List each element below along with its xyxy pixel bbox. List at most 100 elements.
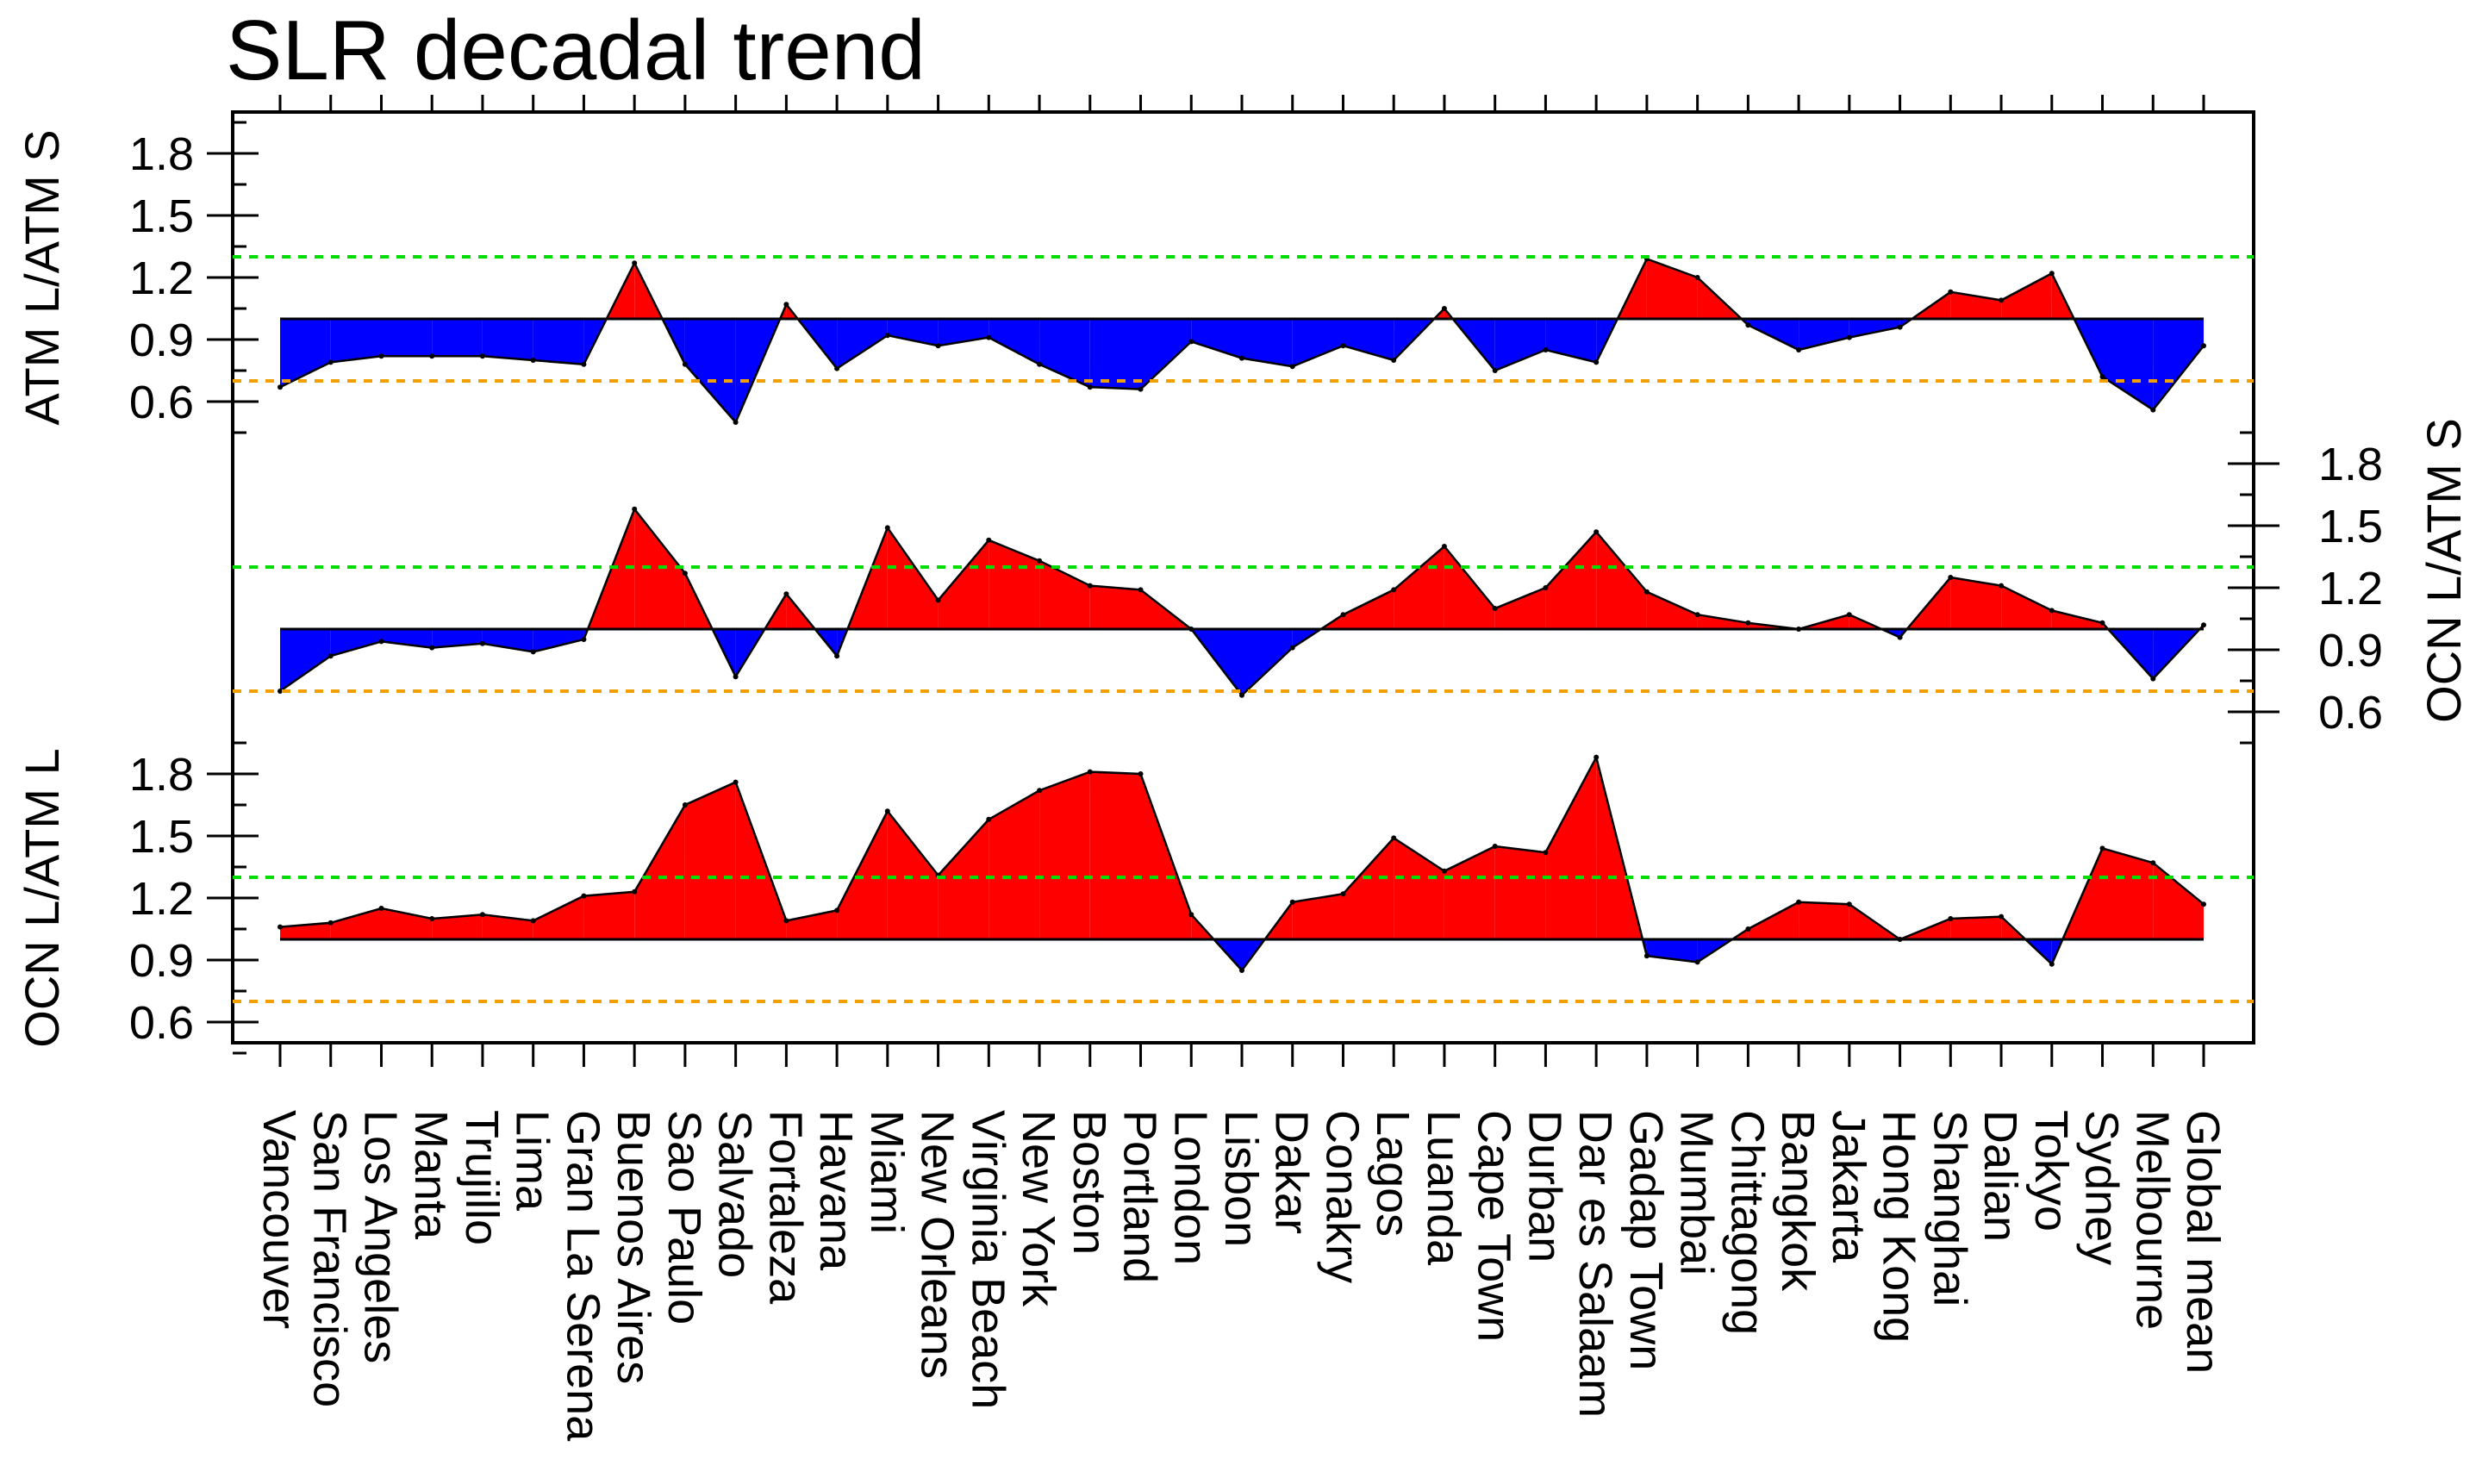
point-1-33 [1948, 289, 1954, 295]
ytick-label-1-0: 0.6 [129, 377, 194, 428]
point-3-28 [1694, 959, 1700, 965]
point-1-0 [278, 384, 283, 390]
xtick-label-23: Luanda [1418, 1110, 1469, 1266]
point-1-38 [2201, 343, 2206, 349]
point-1-30 [1796, 347, 1802, 352]
point-2-8 [682, 571, 688, 577]
xtick-label-33: Shanghai [1924, 1110, 1975, 1306]
xtick-label-19: Lisbon [1215, 1110, 1267, 1247]
point-2-28 [1694, 612, 1700, 618]
area-above-2-42 [2001, 585, 2052, 629]
point-3-35 [2049, 961, 2055, 967]
point-1-13 [935, 343, 941, 349]
point-2-17 [1138, 587, 1144, 593]
point-2-20 [1289, 645, 1295, 651]
area-above-3-37 [1950, 916, 2002, 939]
point-1-8 [682, 361, 688, 367]
area-below-2-5 [533, 629, 584, 652]
ytick-label-2-0: 0.6 [2318, 687, 2383, 739]
point-1-21 [1340, 343, 1346, 349]
ytick-label-3-0: 0.6 [129, 997, 194, 1049]
xtick-label-37: Melbourne [2126, 1110, 2178, 1330]
point-3-15 [1037, 788, 1043, 794]
point-3-16 [1087, 769, 1093, 775]
ytick-label-1-4: 1.8 [129, 128, 194, 180]
ylabel-2: OCN L/ATM S [2417, 418, 2471, 723]
point-2-19 [1239, 692, 1244, 698]
point-1-10 [783, 302, 789, 308]
point-3-19 [1239, 968, 1244, 973]
ytick-label-1-3: 1.5 [129, 190, 194, 242]
point-2-12 [884, 525, 890, 531]
area-below-1-2 [381, 319, 433, 357]
point-1-28 [1694, 275, 1700, 280]
area-above-2-31 [1545, 532, 1597, 629]
xtick-label-18: London [1164, 1110, 1216, 1265]
xtick-label-16: Boston [1063, 1110, 1115, 1255]
xtick-label-22: Lagos [1367, 1110, 1419, 1237]
xtick-label-20: Dakar [1266, 1110, 1318, 1234]
point-3-6 [581, 893, 587, 899]
point-3-3 [429, 916, 435, 921]
area-above-3-2 [381, 908, 433, 939]
point-3-9 [733, 779, 739, 785]
point-2-27 [1643, 589, 1650, 595]
point-3-30 [1796, 899, 1802, 905]
area-below-2-4 [482, 629, 533, 652]
area-above-3-1 [330, 908, 382, 939]
area-below-1-20 [1089, 319, 1141, 390]
point-3-10 [783, 918, 789, 924]
point-1-2 [378, 353, 384, 359]
point-1-37 [2150, 407, 2156, 413]
area-above-3-17 [1140, 774, 1192, 939]
area-above-3-26 [1494, 846, 1546, 939]
ytick-label-3-3: 1.5 [129, 811, 194, 863]
area-above-3-22 [1292, 894, 1344, 939]
area-below-1-19 [1039, 319, 1090, 388]
xtick-label-9: Salvado [709, 1110, 761, 1278]
area-above-3-27 [1545, 757, 1597, 939]
xtick-label-31: Jakarta [1823, 1110, 1874, 1263]
point-3-38 [2201, 901, 2206, 907]
xtick-label-15: New York [1013, 1110, 1064, 1307]
point-2-21 [1340, 612, 1346, 618]
xtick-label-29: Chittagong [1721, 1110, 1773, 1335]
area-above-3-10 [786, 910, 838, 939]
point-2-1 [327, 653, 334, 659]
xtick-label-7: Buenos Aires [608, 1110, 659, 1384]
point-2-6 [581, 637, 587, 642]
chart-title: SLR decadal trend [226, 3, 926, 97]
point-2-13 [935, 597, 941, 603]
point-3-11 [834, 907, 840, 913]
xtick-label-38: Global mean [2177, 1110, 2229, 1374]
area-above-3-43 [2153, 863, 2204, 939]
point-2-35 [2049, 608, 2055, 614]
point-3-37 [2150, 860, 2156, 866]
point-1-14 [986, 334, 992, 340]
point-2-14 [986, 537, 992, 543]
area-above-3-3 [432, 914, 483, 939]
point-3-29 [1745, 926, 1751, 932]
point-2-16 [1087, 583, 1093, 589]
area-above-3-16 [1089, 771, 1141, 939]
point-3-34 [1999, 913, 2005, 920]
point-1-22 [1391, 358, 1397, 363]
point-3-21 [1340, 891, 1346, 897]
point-2-7 [632, 506, 638, 512]
area-below-1-1 [330, 319, 382, 363]
point-2-26 [1593, 529, 1600, 535]
area-above-2-43 [2051, 610, 2103, 629]
area-above-2-33 [1646, 591, 1698, 629]
xtick-label-30: Bangkok [1772, 1110, 1824, 1292]
area-below-1-47 [2153, 319, 2204, 410]
panel-3: 0.6 0.9 1.2 1.5 1.8 OCN L/ATM L [15, 741, 2254, 1055]
area-above-3-12 [887, 811, 939, 939]
area-below-1-16 [887, 319, 939, 346]
area-above-2-30 [1494, 588, 1546, 629]
area-below-1-21 [1140, 319, 1192, 390]
area-above-2-27 [1343, 589, 1394, 629]
ytick-label-1-2: 1.2 [129, 253, 194, 304]
xtick-label-28: Mumbai [1671, 1110, 1723, 1275]
area-below-1-37 [1748, 319, 1799, 350]
